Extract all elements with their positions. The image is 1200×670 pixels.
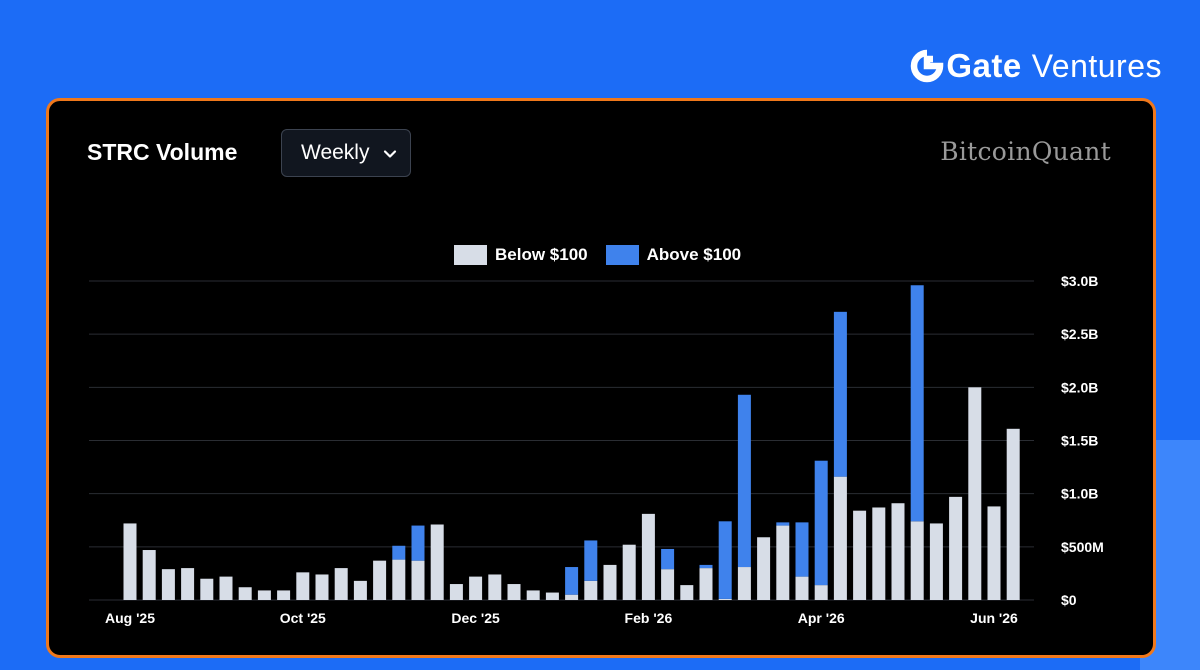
bar-above-100[interactable] — [411, 525, 425, 561]
y-tick-label: $2.5B — [1061, 326, 1098, 342]
bar-below-100[interactable] — [411, 560, 425, 600]
bar-below-100[interactable] — [257, 590, 271, 600]
bar-below-100[interactable] — [872, 507, 886, 600]
bar-above-100[interactable] — [910, 285, 924, 522]
bar-above-100[interactable] — [737, 394, 751, 568]
bar-below-100[interactable] — [929, 523, 943, 600]
bar-below-100[interactable] — [200, 578, 214, 600]
bar-above-100[interactable] — [718, 521, 732, 599]
bar-below-100[interactable] — [795, 576, 809, 600]
bar-below-100[interactable] — [123, 523, 137, 600]
frequency-select[interactable]: Weekly — [281, 129, 411, 177]
bar-below-100[interactable] — [181, 568, 195, 600]
chart-bars — [123, 285, 1020, 600]
y-tick-label: $2.0B — [1061, 379, 1098, 395]
bar-above-100[interactable] — [814, 460, 828, 586]
bar-below-100[interactable] — [661, 569, 675, 600]
bar-above-100[interactable] — [776, 522, 790, 526]
bar-below-100[interactable] — [392, 559, 406, 600]
bar-below-100[interactable] — [776, 525, 790, 600]
y-axis-ticks: $0 $500M $1.0B $1.5B $2.0B $2.5B $3.0B — [1061, 273, 1104, 608]
bar-below-100[interactable] — [488, 574, 502, 600]
bar-below-100[interactable] — [699, 568, 713, 600]
bar-below-100[interactable] — [603, 564, 617, 600]
bar-below-100[interactable] — [757, 537, 771, 600]
bar-below-100[interactable] — [238, 587, 252, 600]
bar-below-100[interactable] — [545, 592, 559, 600]
chart-title: STRC Volume — [87, 139, 238, 165]
chart-panel: STRC Volume Weekly BitcoinQuant Below $1… — [46, 98, 1156, 658]
bar-below-100[interactable] — [910, 521, 924, 600]
bar-above-100[interactable] — [565, 567, 579, 595]
bar-below-100[interactable] — [891, 503, 905, 600]
bar-below-100[interactable] — [1006, 428, 1020, 600]
bar-below-100[interactable] — [277, 590, 291, 600]
y-tick-label: $1.5B — [1061, 433, 1098, 449]
bar-below-100[interactable] — [565, 594, 579, 600]
chart-legend: Below $100 Above $100 — [454, 243, 759, 267]
x-tick-label: Aug '25 — [105, 610, 155, 626]
bar-below-100[interactable] — [315, 574, 329, 600]
bar-chart: $0 $500M $1.0B $1.5B $2.0B $2.5B $3.0B Aug '25… — [89, 273, 1104, 626]
legend-swatch-below — [454, 245, 487, 265]
bar-below-100[interactable] — [737, 567, 751, 600]
bar-above-100[interactable] — [795, 522, 809, 577]
gate-ventures-logo: Gate Ventures — [910, 44, 1162, 88]
legend-label-above: Above $100 — [646, 245, 742, 264]
bar-above-100[interactable] — [661, 548, 675, 570]
gate-logo-icon — [911, 49, 944, 83]
bar-below-100[interactable] — [526, 590, 540, 600]
bar-below-100[interactable] — [833, 476, 847, 600]
bar-below-100[interactable] — [641, 513, 655, 600]
y-tick-label: $3.0B — [1061, 273, 1098, 289]
x-axis-ticks: Aug '25 Oct '25 Dec '25 Feb '26 Apr '26 Jun '… — [105, 610, 1018, 626]
bar-below-100[interactable] — [430, 524, 444, 600]
chevron-down-icon — [383, 150, 397, 158]
bar-below-100[interactable] — [968, 387, 982, 600]
bar-above-100[interactable] — [833, 311, 847, 477]
bar-below-100[interactable] — [853, 510, 867, 600]
bar-below-100[interactable] — [219, 576, 233, 600]
bar-below-100[interactable] — [334, 568, 348, 600]
bar-below-100[interactable] — [142, 550, 156, 600]
bar-below-100[interactable] — [680, 585, 694, 600]
bar-below-100[interactable] — [584, 580, 598, 600]
y-tick-label: $500M — [1061, 539, 1104, 555]
bar-below-100[interactable] — [814, 585, 828, 600]
legend-swatch-above — [605, 245, 639, 265]
bar-below-100[interactable] — [718, 598, 732, 600]
frequency-select-value: Weekly — [301, 141, 370, 164]
y-tick-label: $0 — [1061, 592, 1077, 608]
bar-below-100[interactable] — [987, 506, 1001, 600]
bar-above-100[interactable] — [584, 540, 598, 581]
bar-above-100[interactable] — [392, 545, 406, 560]
bar-below-100[interactable] — [373, 560, 387, 600]
bar-below-100[interactable] — [469, 576, 483, 600]
legend-item-below[interactable]: Below $100 — [454, 245, 588, 265]
brand-name: Gate — [946, 47, 1022, 84]
bitcoinquant-watermark: BitcoinQuant — [940, 137, 1111, 166]
legend-label-below: Below $100 — [495, 245, 588, 264]
bar-below-100[interactable] — [296, 572, 310, 600]
bar-below-100[interactable] — [161, 569, 175, 600]
bar-below-100[interactable] — [353, 580, 367, 600]
x-tick-label: Feb '26 — [625, 610, 673, 626]
x-tick-label: Dec '25 — [451, 610, 500, 626]
x-tick-label: Apr '26 — [798, 610, 845, 626]
x-tick-label: Oct '25 — [280, 610, 326, 626]
brand-subtitle: Ventures — [1031, 47, 1162, 84]
bar-below-100[interactable] — [622, 544, 636, 600]
y-tick-label: $1.0B — [1061, 486, 1098, 502]
bar-below-100[interactable] — [449, 584, 463, 600]
x-tick-label: Jun '26 — [970, 610, 1018, 626]
legend-item-above[interactable]: Above $100 — [605, 245, 742, 265]
bar-below-100[interactable] — [949, 496, 963, 600]
bar-below-100[interactable] — [507, 584, 521, 600]
bar-above-100[interactable] — [699, 564, 713, 569]
